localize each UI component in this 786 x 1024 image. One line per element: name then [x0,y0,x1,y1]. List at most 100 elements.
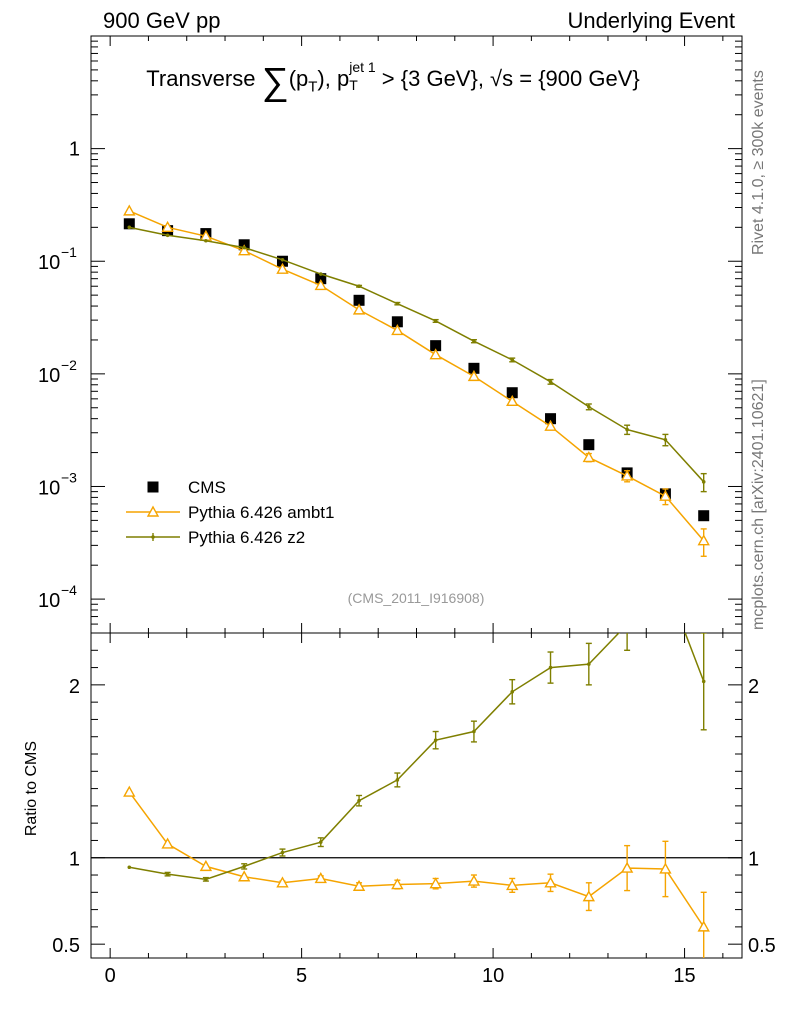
pythia-6-426-ambt1-ratio-point [467,874,481,886]
title-pt-open: (p [288,66,309,91]
pythia-6-426-ambt1-ratio-point [237,870,251,882]
y-tick-label-mantissa: 10 [38,590,60,612]
cms-data-point [583,439,595,451]
title-pt-sub: T [308,78,318,96]
pythia-6-426-ambt1-point [620,469,634,481]
pythia-6-426-ambt1-ratio-point [161,837,174,849]
pythia-6-426-z2-ratio-point [472,729,476,734]
main-plot-area [123,204,710,557]
y-tick-label-exponent: −4 [61,582,77,598]
legend-marker-dot [151,535,155,539]
x-tick-label: 15 [673,965,695,987]
pythia-6-426-z2-point [395,301,400,306]
pythia-6-426-ambt1-ratio-line [128,791,705,928]
legend: CMS Pythia 6.426 ambt1 Pythia 6.426 z2 [126,478,334,547]
pythia-6-426-z2-ratio-point [280,850,285,855]
y-tick-label-mantissa: 10 [38,252,60,274]
pythia-6-426-ambt1-ratio-point [123,785,136,797]
pythia-6-426-z2-point [472,339,476,343]
pythia-6-426-z2-ratio-point [664,579,668,583]
ratio-ytick-label-left: 2 [69,676,80,698]
cms-data-point [315,273,327,285]
pythia-6-426-z2-ratio-point [548,665,553,670]
y-tick-label-exponent: −3 [61,469,77,485]
pythia-6-426-ambt1-point [429,348,442,360]
pythia-6-426-ambt1-point [506,394,519,407]
y-tick-label-mantissa: 10 [38,477,60,499]
pythia-6-426-ambt1-ratio-point [697,920,710,932]
ratio-ytick-label-right: 1 [748,849,759,871]
pythia-6-426-ambt1-ratio-point [544,876,557,888]
pythia-6-426-ambt1-point [697,534,710,546]
pythia-6-426-ambt1-ratio-point [506,878,519,891]
y-tick-label-exponent: −1 [61,244,77,260]
pythia-6-426-ambt1-ratio-point [582,890,596,902]
pythia-6-426-z2-point [280,257,285,262]
pythia-6-426-z2-point [242,245,246,250]
pythia-6-426-z2-point [165,233,170,238]
ratio-y-axis-label: Ratio to CMS [23,741,40,836]
pythia-6-426-z2-ratio-point [625,623,629,627]
pythia-6-426-z2-ratio-point [127,865,132,870]
legend-label: Pythia 6.426 ambt1 [188,503,334,522]
cms-data-point [698,510,710,522]
pythia-6-426-z2-point [510,358,515,362]
y-tick-label-1: 1 [69,139,80,161]
pythia-6-426-z2-ratio-point [318,840,323,844]
legend-marker-triangle [146,505,160,517]
pythia-6-426-ambt1-ratio-point [199,859,213,872]
pythia-6-426-ambt1-point [161,220,174,233]
pythia-6-426-ambt1-ratio-point [391,878,404,890]
pythia-6-426-ambt1-ratio-point [429,877,442,889]
cms-data-point [468,362,480,374]
cms-data-point [353,294,365,306]
pythia-6-426-ambt1-point [582,451,596,463]
pythia-6-426-z2-ratio-point [165,872,170,876]
pythia-6-426-z2-point [204,238,208,243]
pythia-6-426-ambt1-ratio-point [276,876,289,888]
ratio-ytick-label-left: 0.5 [52,935,80,957]
legend-label: CMS [188,478,226,497]
y-tick-label-exponent: −2 [61,357,77,373]
pythia-6-426-z2-point [127,225,132,230]
pythia-6-426-z2-point [433,319,438,323]
pythia-6-426-ambt1-line [128,210,705,542]
ratio-ytick-label-right: 2 [748,676,759,698]
cms-data-point [430,340,442,352]
x-tick-label: 5 [296,965,307,987]
pythia-6-426-ambt1-ratio-point [352,879,366,891]
pythia-6-426-ambt1-point [659,489,672,501]
pythia-6-426-z2-point [318,272,323,276]
pythia-6-426-z2-ratio-line [129,633,705,881]
pythia-6-426-z2-point [587,404,591,409]
pythia-6-426-ambt1-point [276,262,289,274]
pythia-6-426-z2-point [548,380,553,384]
pythia-6-426-ambt1-point [544,419,557,431]
pythia-6-426-ambt1-point [467,369,481,382]
pythia-6-426-z2-ratio-point [510,689,515,694]
pythia-6-426-z2-ratio-point [701,679,706,684]
header-left: 900 GeV pp [103,8,221,33]
pythia-6-426-z2-point [625,427,629,432]
cms-data-point [545,413,557,425]
ratio-ytick-label-left: 1 [69,849,80,871]
title-jet-sub: T [349,77,358,93]
cms-data-point [506,387,518,399]
pythia-6-426-ambt1-point [352,303,366,315]
pythia-6-426-ambt1-point [314,278,327,291]
title-sum-symbol: ∑ [261,61,289,103]
pythia-6-426-ambt1-point [237,244,251,256]
x-tick-label: 0 [105,965,116,987]
pythia-6-426-ambt1-ratio-point [314,872,327,884]
pythia-6-426-z2-ratio-point [587,662,591,666]
pythia-6-426-z2-ratio-point [357,798,361,803]
pythia-6-426-ambt1-point [391,323,404,336]
analysis-label: (CMS_2011_I916908) [348,590,485,606]
pythia-6-426-z2-point [701,480,706,484]
pythia-6-426-ambt1-ratio-point [620,861,634,873]
title-pt-close: ), p [317,66,350,91]
title-prefix: Transverse [146,66,262,91]
y-tick-label-mantissa: 10 [38,365,60,387]
